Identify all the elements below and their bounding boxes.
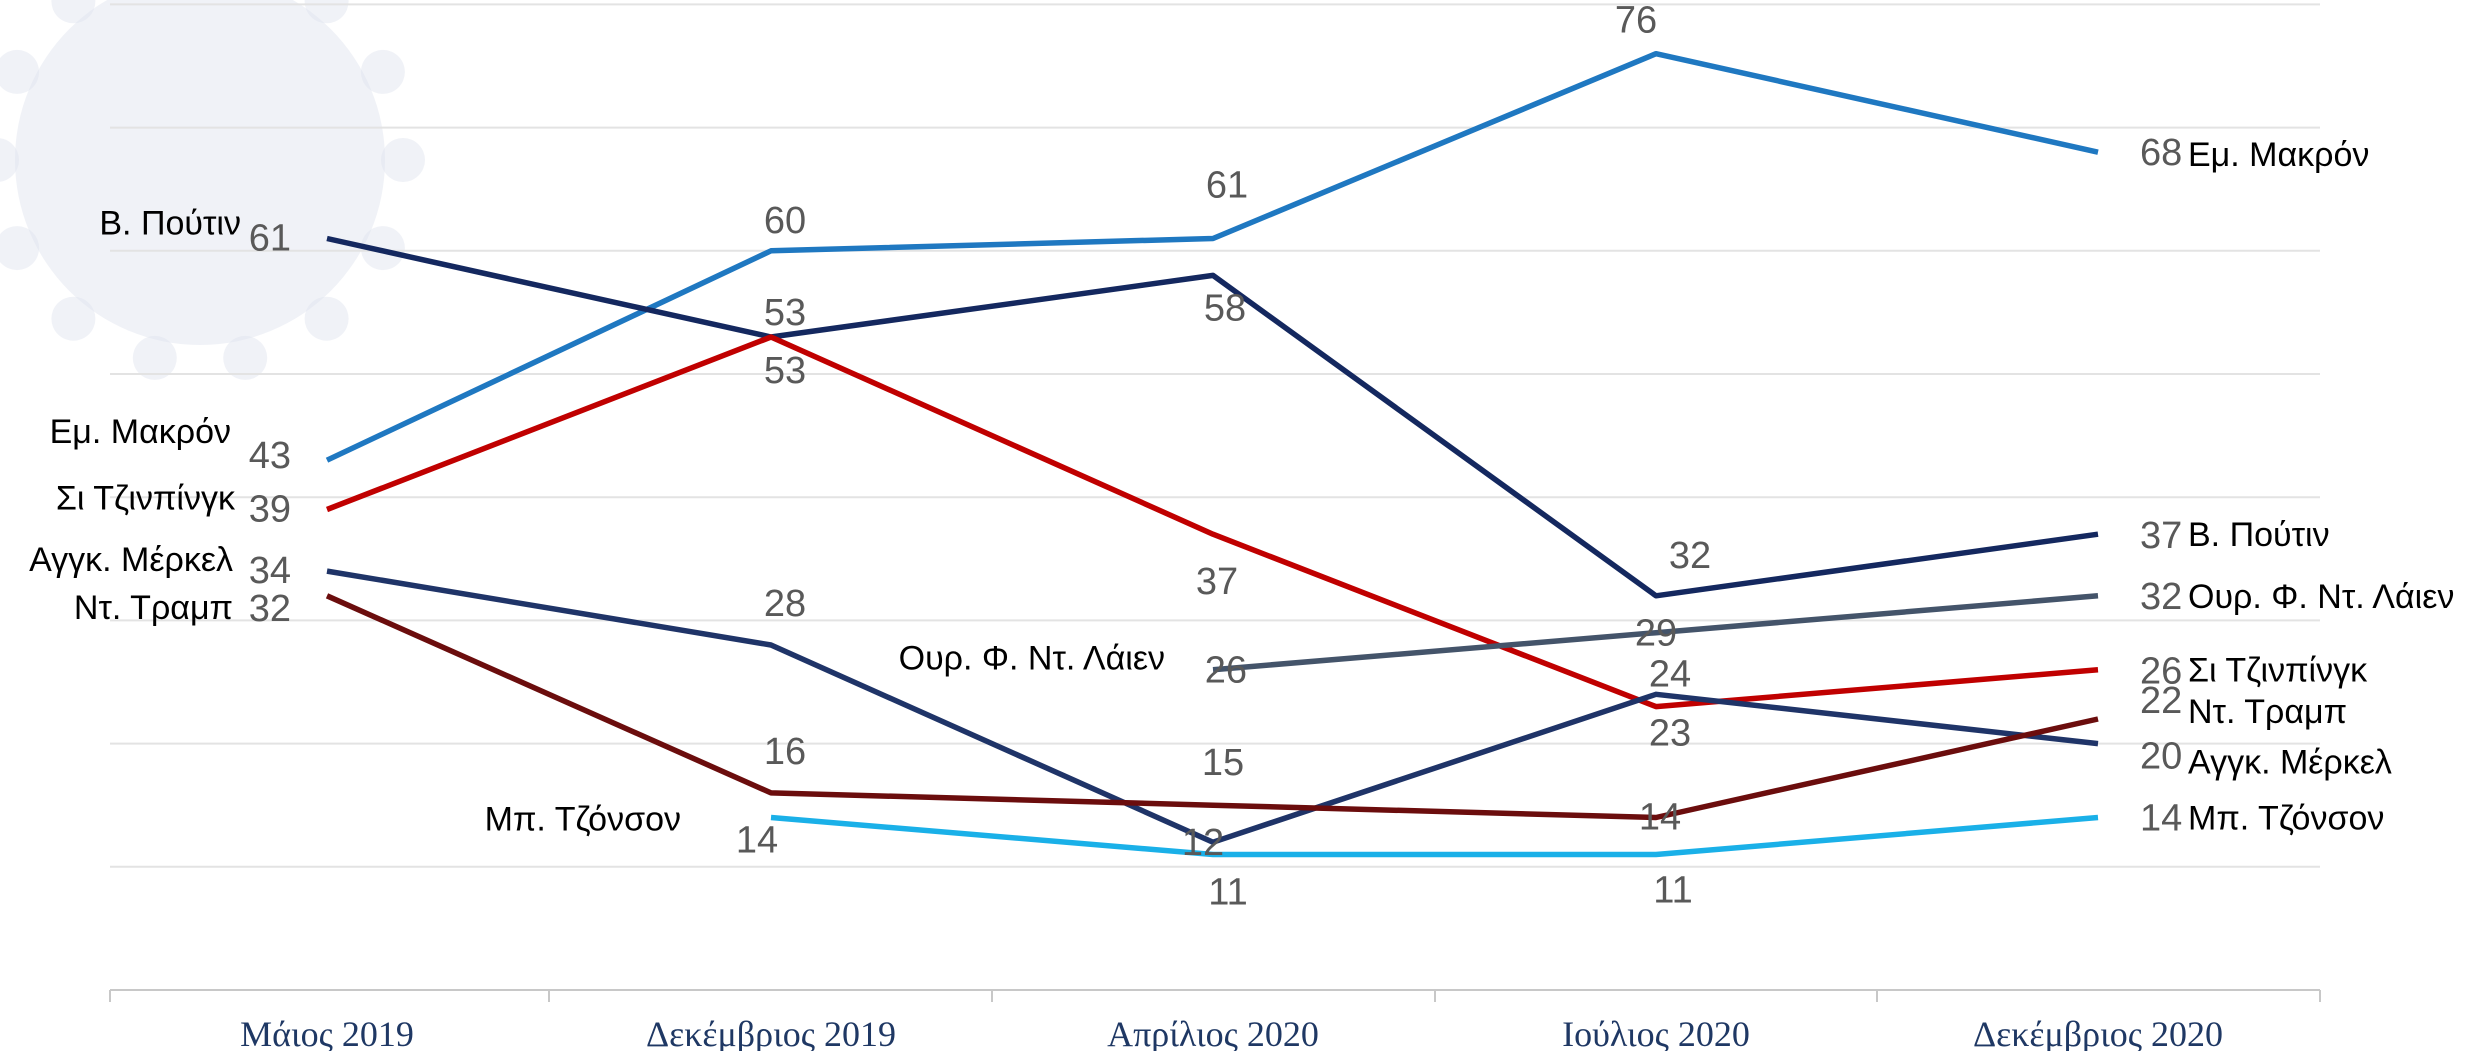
series-line	[326, 568, 2099, 845]
x-tick-label: Μάιος 2019	[240, 1014, 414, 1051]
data-label: 26	[1205, 650, 1247, 692]
data-label: 26	[2140, 651, 2182, 693]
series-line	[326, 334, 2099, 710]
data-label: 16	[764, 731, 806, 773]
data-label: 32	[1669, 535, 1711, 577]
data-label: 32	[2140, 576, 2182, 618]
watermark-spike	[132, 335, 177, 380]
data-label: 76	[1615, 0, 1657, 42]
data-label: 61	[249, 218, 291, 260]
data-label: 14	[1639, 797, 1681, 839]
data-label: 39	[249, 489, 291, 531]
watermark-spike	[51, 0, 96, 24]
x-tick-label: Δεκέμβριος 2020	[1973, 1014, 2223, 1051]
data-label: 37	[1196, 561, 1238, 603]
data-label: 22	[2140, 680, 2182, 722]
series-name-label: Μπ. Τζόνσον	[485, 801, 681, 839]
data-label: 15	[1202, 742, 1244, 784]
data-label: 68	[2140, 132, 2182, 174]
data-label: 20	[2140, 736, 2182, 778]
series-name-label: Αγγκ. Μέρκελ	[29, 541, 233, 579]
data-label: 61	[1206, 165, 1248, 207]
series-name-label: Ντ. Τραμπ	[2188, 693, 2347, 731]
data-label: 24	[1649, 653, 1691, 695]
watermark-spike	[51, 296, 96, 341]
x-tick-label: Ιούλιος 2020	[1562, 1014, 1750, 1051]
series-line	[770, 814, 2099, 858]
gridlines	[110, 3, 2320, 868]
watermark-spike	[223, 335, 268, 380]
data-label: 12	[1182, 822, 1224, 864]
data-label: 53	[764, 292, 806, 334]
data-label: 23	[1649, 713, 1691, 755]
data-label: 14	[2140, 798, 2182, 840]
series-name-label: Μπ. Τζόνσον	[2188, 800, 2384, 838]
data-label: 34	[249, 550, 291, 592]
data-label: 43	[249, 435, 291, 477]
data-label: 28	[764, 583, 806, 625]
series-name-label: Β. Πούτιν	[99, 205, 241, 243]
series-name-label: Σι Τζινπίνγκ	[56, 480, 236, 518]
series-line	[325, 593, 2099, 821]
watermark-spike	[381, 138, 425, 182]
series-name-label: Β. Πούτιν	[2188, 516, 2330, 554]
data-label: 32	[249, 588, 291, 630]
watermark-spike	[0, 49, 40, 94]
data-label: 37	[2140, 515, 2182, 557]
data-label: 29	[1635, 613, 1677, 655]
watermark-spike	[304, 296, 349, 341]
series-name-label: Ουρ. Φ. Ντ. Λάιεν	[899, 640, 1165, 678]
data-label: 60	[764, 200, 806, 242]
series-name-label: Σι Τζινπίνγκ	[2188, 652, 2368, 690]
watermark-spike	[360, 49, 405, 94]
data-label: 11	[1653, 870, 1692, 912]
series-lines	[325, 50, 2099, 858]
data-label: 58	[1204, 287, 1246, 329]
data-label: 53	[764, 350, 806, 392]
series-line	[1212, 593, 2099, 673]
data-label: 14	[736, 820, 778, 862]
series-name-label: Ντ. Τραμπ	[74, 589, 233, 627]
x-tick-label: Απρίλιος 2020	[1107, 1014, 1319, 1051]
x-tick-label: Δεκέμβριος 2019	[646, 1014, 896, 1051]
watermark-spike	[0, 138, 19, 182]
series-line	[325, 50, 2099, 463]
series-name-label: Εμ. Μακρόν	[2188, 136, 2369, 174]
series-name-label: Αγγκ. Μέρκελ	[2188, 744, 2392, 782]
data-label: 11	[1208, 872, 1247, 914]
x-axis: Μάιος 2019 Δεκέμβριος 2019 Απρίλιος 2020 Ιο…	[109, 989, 2321, 1051]
series-name-label: Εμ. Μακρόν	[50, 413, 231, 451]
watermark-spike	[0, 226, 40, 271]
watermark-body	[15, 0, 385, 345]
virus-watermark	[0, 0, 425, 380]
series-name-label: Ουρ. Φ. Ντ. Λάιεν	[2188, 578, 2454, 616]
watermark-spike	[304, 0, 349, 24]
series-line	[326, 235, 2099, 599]
